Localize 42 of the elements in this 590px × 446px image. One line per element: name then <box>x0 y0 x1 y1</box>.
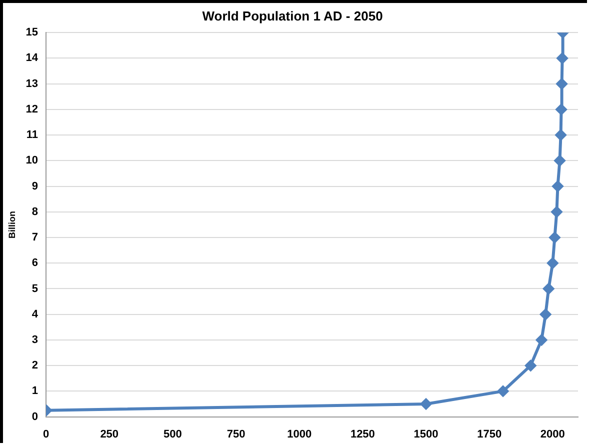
y-axis-title: Billion <box>6 210 17 238</box>
y-tick-label: 10 <box>26 154 38 167</box>
point <box>540 308 552 320</box>
x-tick-label: 750 <box>226 428 246 440</box>
y-tick-label: 2 <box>32 360 38 372</box>
x-tick-label: 2000 <box>540 428 565 440</box>
x-tick-label: 1750 <box>477 428 502 440</box>
point <box>554 155 566 166</box>
y-tick-label: 6 <box>32 257 38 270</box>
point <box>555 130 566 141</box>
point <box>525 360 536 372</box>
point <box>420 398 432 410</box>
x-tick-label: 250 <box>100 428 119 440</box>
y-tick-label: 12 <box>26 103 38 116</box>
point <box>556 78 568 90</box>
point <box>551 206 562 218</box>
point <box>556 52 568 64</box>
point <box>547 258 558 269</box>
y-tick-label: 4 <box>32 308 39 320</box>
y-tick-label: 8 <box>32 206 38 218</box>
y-tick-label: 3 <box>32 334 38 346</box>
point <box>536 334 548 346</box>
x-tick-label: 1500 <box>414 428 438 440</box>
y-tick-label: 0 <box>32 410 38 423</box>
x-tick-label: 500 <box>164 428 182 440</box>
x-tick-label: 1250 <box>350 428 375 440</box>
point <box>543 283 554 294</box>
x-tick-label: 1000 <box>287 428 312 440</box>
chart-title: World Population 1 AD - 2050 <box>202 8 383 24</box>
y-tick-label: 1 <box>32 385 38 398</box>
point <box>552 180 564 192</box>
point <box>556 104 567 115</box>
y-tick-label: 7 <box>32 232 38 244</box>
y-tick-label: 14 <box>26 52 39 64</box>
point <box>498 386 509 397</box>
y-tick-label: 11 <box>26 129 38 142</box>
y-tick-label: 13 <box>26 78 38 90</box>
x-tick-label: 0 <box>42 428 50 440</box>
point <box>549 232 560 244</box>
y-tick-label: 5 <box>32 282 38 295</box>
y-tick-label: 15 <box>26 26 38 39</box>
y-tick-label: 9 <box>32 180 38 192</box>
